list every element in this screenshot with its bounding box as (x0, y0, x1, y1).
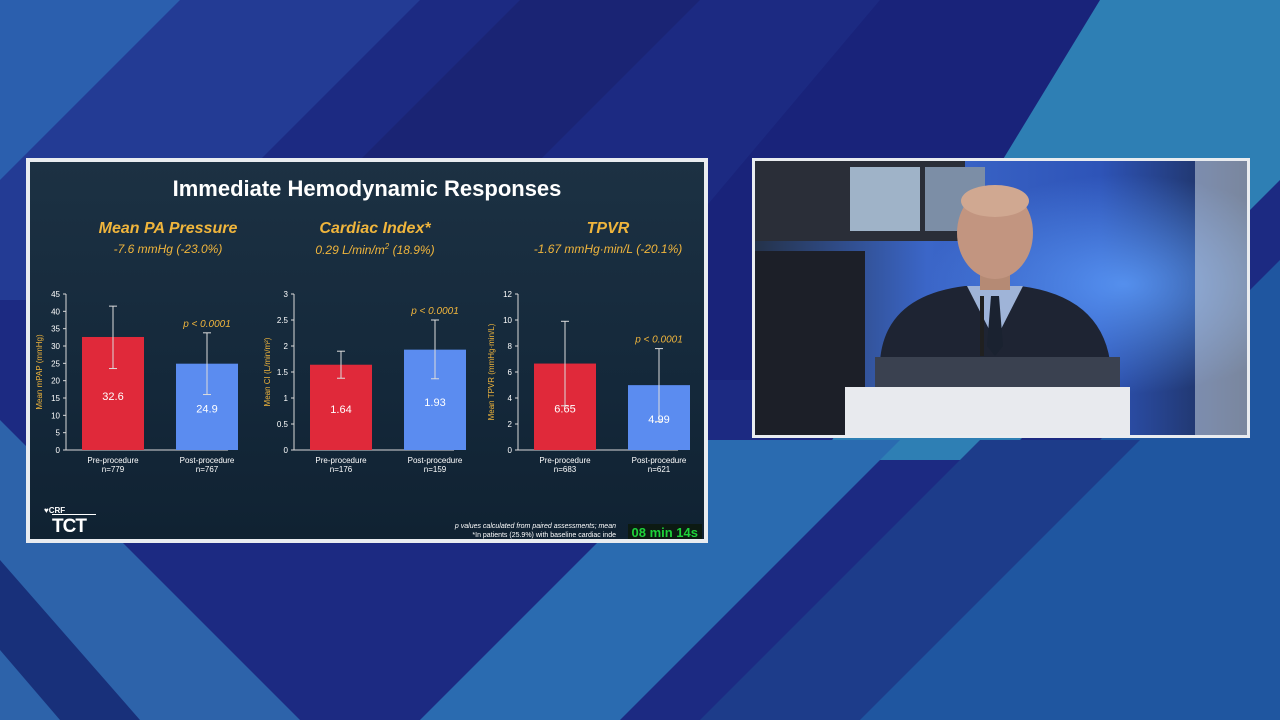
p-value-label: p < 0.0001 (182, 319, 231, 330)
category-label: Post-procedure (632, 456, 687, 465)
y-tick-label: 2.5 (277, 316, 289, 325)
panel-subtitle-ci-tail: (18.9%) (389, 243, 435, 257)
n-label: n=683 (554, 465, 577, 474)
panel-subtitle-ci-main: 0.29 L/min/m (315, 243, 385, 257)
panel-title-mpap: Mean PA Pressure (98, 220, 238, 237)
p-value-label: p < 0.0001 (410, 306, 459, 317)
footnote-line2: *In patients (25.9%) with baseline cardi… (472, 532, 616, 539)
y-tick-label: 1.5 (277, 368, 289, 377)
y-tick-label: 0 (284, 446, 289, 455)
y-tick-label: 10 (503, 316, 512, 325)
bar-value-label: 4.99 (648, 414, 669, 426)
category-label: Pre-procedure (539, 456, 591, 465)
microphone (980, 296, 984, 356)
y-tick-label: 2 (284, 342, 289, 351)
y-tick-label: 0 (508, 446, 513, 455)
y-tick-label: 2 (508, 420, 513, 429)
stage-right-panel (1195, 161, 1247, 435)
n-label: n=621 (648, 465, 671, 474)
crf-logo-text: CRF (48, 506, 66, 515)
n-label: n=779 (102, 465, 125, 474)
presentation-timer: 08 min 14s (627, 524, 702, 539)
lectern (845, 387, 1130, 435)
n-label: n=176 (330, 465, 353, 474)
panel-subtitle-tpvr: -1.67 mmHg·min/L (-20.1%) (533, 242, 683, 256)
lectern-top (875, 357, 1120, 387)
y-tick-label: 15 (51, 394, 60, 403)
bar-value-label: 6.65 (554, 404, 575, 416)
y-tick-label: 0.5 (277, 420, 289, 429)
bar-value-label: 24.9 (196, 404, 217, 416)
y-axis-title: Mean CI (L/min/m²) (263, 337, 272, 406)
y-tick-label: 40 (51, 307, 60, 316)
slide-frame: Immediate Hemodynamic Responses Mean PA … (26, 158, 708, 543)
y-tick-label: 5 (56, 429, 61, 438)
y-tick-label: 0 (56, 446, 61, 455)
speaker-video-frame (752, 158, 1250, 438)
category-label: Pre-procedure (87, 456, 139, 465)
tct-logo: TCT (52, 516, 87, 537)
y-tick-label: 1 (284, 394, 289, 403)
panel-subtitle-mpap: -7.6 mmHg (-23.0%) (113, 242, 223, 256)
speaker-video (755, 161, 1247, 435)
presentation-slide: Immediate Hemodynamic Responses Mean PA … (30, 162, 704, 539)
tct-logo-rule (52, 514, 96, 515)
category-label: Post-procedure (180, 456, 235, 465)
crf-logo: ♥CRF (44, 506, 65, 515)
y-tick-label: 8 (508, 342, 513, 351)
y-tick-label: 45 (51, 290, 60, 299)
slide-title: Immediate Hemodynamic Responses (172, 176, 562, 201)
category-label: Post-procedure (408, 456, 463, 465)
y-tick-label: 6 (508, 368, 513, 377)
bar-value-label: 1.93 (424, 397, 445, 409)
bar-value-label: 1.64 (330, 404, 351, 416)
heart-icon: ♥ (44, 506, 49, 515)
y-axis-title: Mean TPVR (mmHg·min/L) (487, 323, 496, 420)
p-value-label: p < 0.0001 (634, 335, 683, 346)
n-label: n=767 (196, 465, 219, 474)
panel-subtitle-ci-sup: 2 (384, 242, 390, 251)
category-label: Pre-procedure (315, 456, 367, 465)
y-tick-label: 12 (503, 290, 512, 299)
y-tick-label: 3 (284, 290, 289, 299)
y-tick-label: 35 (51, 325, 60, 334)
footnote-line1: p values calculated from paired assessme… (454, 523, 616, 530)
y-tick-label: 10 (51, 411, 60, 420)
y-tick-label: 4 (508, 394, 513, 403)
panel-title-tpvr: TPVR (586, 220, 630, 237)
bar-value-label: 32.6 (102, 391, 123, 403)
panel-subtitle-ci: 0.29 L/min/m2 (18.9%) (265, 242, 485, 257)
y-tick-label: 25 (51, 359, 60, 368)
y-axis-title: Mean mPAP (mmHg) (35, 334, 44, 410)
y-tick-label: 30 (51, 342, 60, 351)
panel-title-ci: Cardiac Index* (319, 220, 431, 237)
y-tick-label: 20 (51, 377, 60, 386)
bar-pre (310, 364, 372, 450)
n-label: n=159 (424, 465, 447, 474)
